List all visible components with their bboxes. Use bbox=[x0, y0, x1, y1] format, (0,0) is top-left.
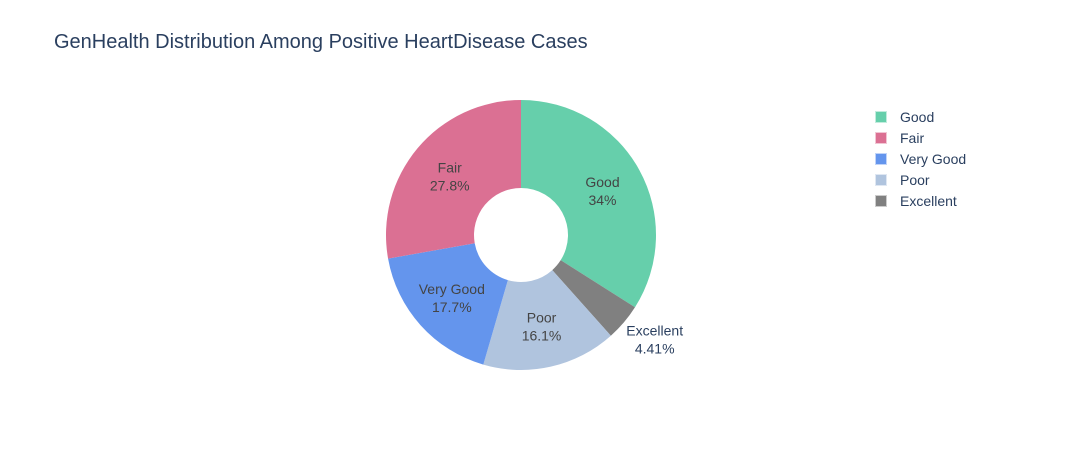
slice-label-name: Very Good bbox=[419, 281, 485, 297]
legend-label: Excellent bbox=[900, 192, 957, 209]
labels-layer: Good 34% Excellent 4.41% Poor 16.1% Very Good 1… bbox=[419, 159, 683, 356]
legend-swatch bbox=[875, 152, 887, 165]
legend-item-good[interactable]: Good bbox=[875, 106, 966, 127]
legend-swatch bbox=[875, 173, 887, 186]
slice-label-percent: 27.8% bbox=[430, 177, 470, 193]
legend-label: Poor bbox=[900, 171, 930, 188]
slice-label-very-good: Very Good 17.7% bbox=[419, 281, 485, 315]
slices-layer bbox=[386, 100, 656, 370]
legend-item-very-good[interactable]: Very Good bbox=[875, 148, 966, 169]
legend-swatch bbox=[875, 110, 887, 123]
slice-label-excellent: Excellent 4.41% bbox=[626, 323, 683, 357]
slice-label-name: Poor bbox=[527, 310, 557, 326]
slice-poor[interactable] bbox=[483, 270, 611, 370]
legend-item-excellent[interactable]: Excellent bbox=[875, 190, 966, 211]
slice-label-percent: 17.7% bbox=[432, 299, 472, 315]
legend-label: Very Good bbox=[900, 150, 967, 167]
chart-title: GenHealth Distribution Among Positive He… bbox=[54, 31, 588, 53]
legend-item-fair[interactable]: Fair bbox=[875, 127, 966, 148]
slice-label-poor: Poor 16.1% bbox=[522, 310, 562, 344]
slice-label-fair: Fair 27.8% bbox=[430, 159, 470, 193]
legend: Good Fair Very Good Poor Excellent bbox=[875, 106, 966, 211]
slice-label-percent: 4.41% bbox=[635, 341, 675, 357]
legend-swatch bbox=[875, 194, 887, 207]
slice-label-good: Good 34% bbox=[585, 174, 619, 208]
slice-fair[interactable] bbox=[386, 100, 521, 259]
slice-label-name: Good bbox=[585, 174, 619, 190]
slice-label-percent: 34% bbox=[588, 192, 616, 208]
legend-swatch bbox=[875, 131, 887, 144]
slice-label-name: Excellent bbox=[626, 323, 683, 339]
slice-label-percent: 16.1% bbox=[522, 328, 562, 344]
legend-item-poor[interactable]: Poor bbox=[875, 169, 966, 190]
slice-excellent[interactable] bbox=[552, 260, 635, 336]
legend-label: Fair bbox=[900, 129, 925, 146]
slice-good[interactable] bbox=[521, 100, 656, 308]
slice-label-name: Fair bbox=[438, 159, 462, 175]
legend-label: Good bbox=[900, 108, 935, 125]
slice-very-good[interactable] bbox=[388, 243, 508, 365]
